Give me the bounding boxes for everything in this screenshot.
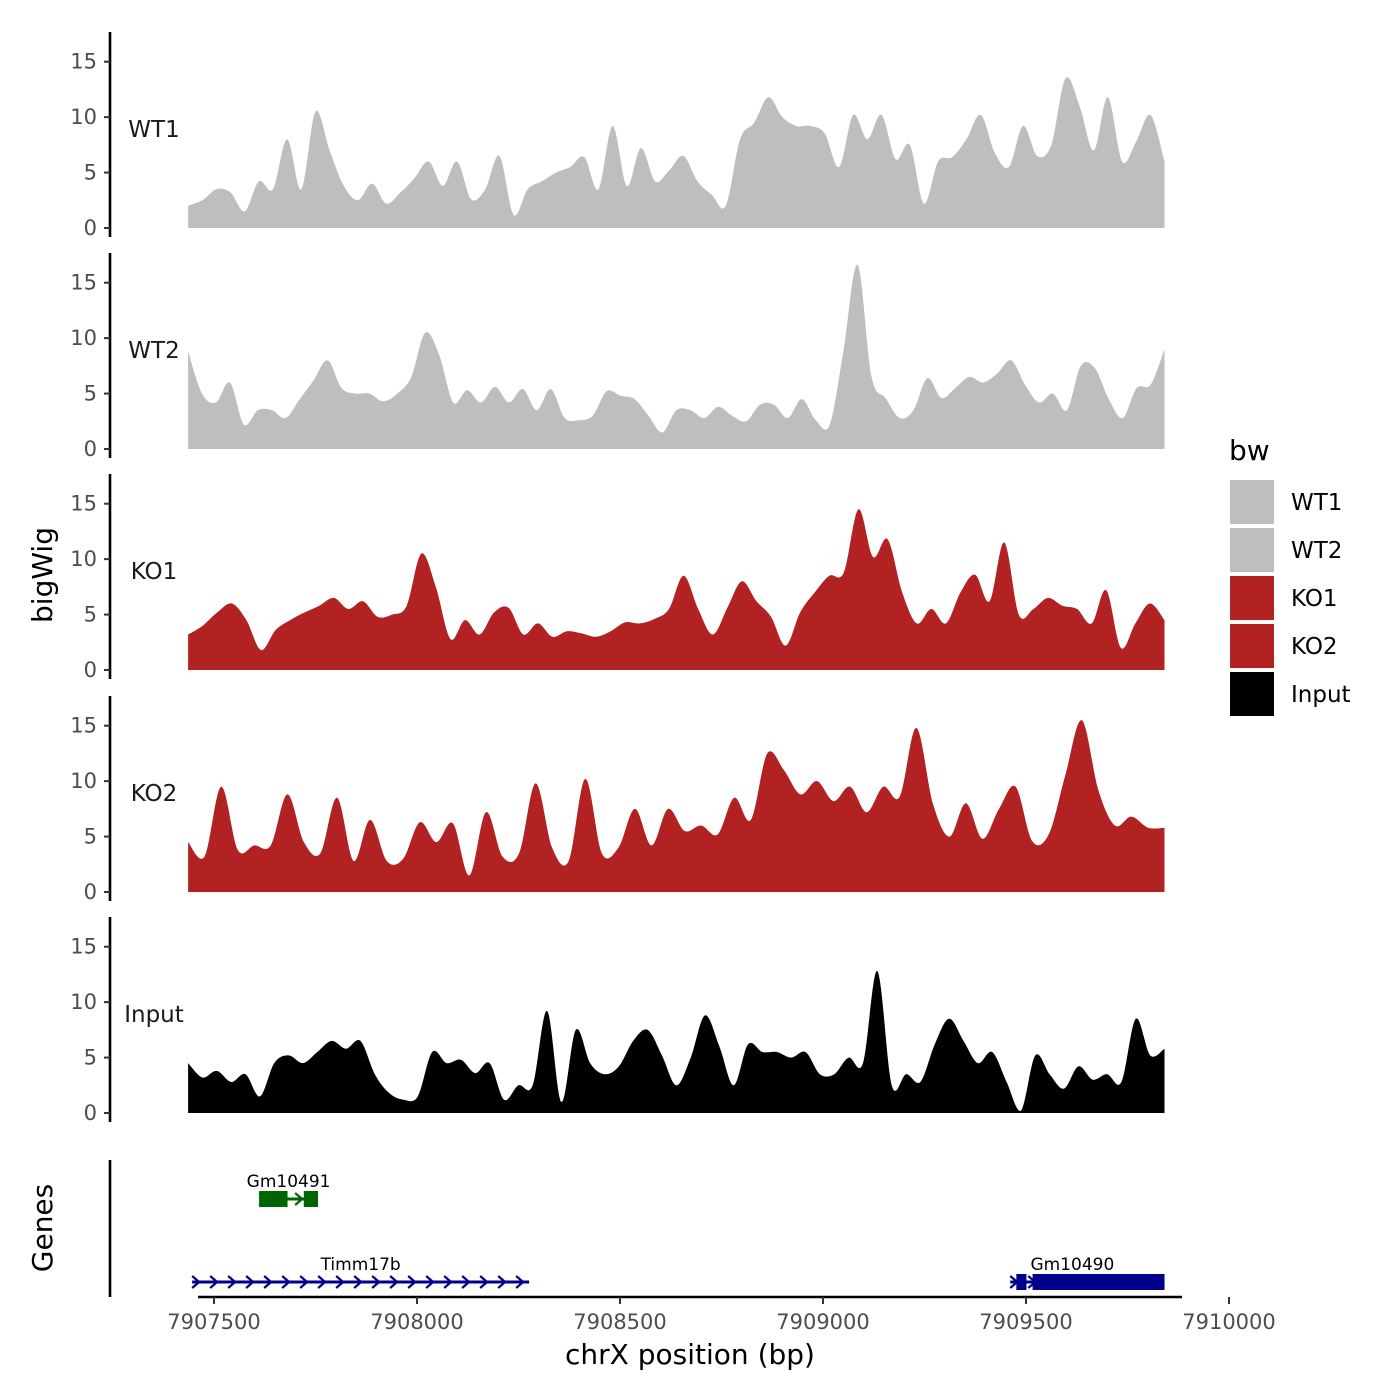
signal-area-wt1 xyxy=(188,77,1165,228)
strand-arrow xyxy=(461,1275,471,1289)
y-tick-label: 0 xyxy=(84,216,97,240)
legend-label: KO1 xyxy=(1291,586,1338,612)
gene-timm17b: Timm17b xyxy=(191,1255,530,1289)
y-tick-label: 15 xyxy=(70,271,97,295)
legend-key-input xyxy=(1230,672,1274,716)
y-tick-label: 15 xyxy=(70,714,97,738)
y-tick-label: 5 xyxy=(84,161,97,185)
strand-arrow xyxy=(479,1275,489,1289)
strand-arrow xyxy=(389,1275,399,1289)
signal-area-input xyxy=(188,970,1165,1113)
strand-arrow xyxy=(294,1192,304,1206)
track-label: WT2 xyxy=(128,338,179,364)
legend-title: bw xyxy=(1229,434,1270,467)
track-label: WT1 xyxy=(128,117,179,143)
y-tick-label: 5 xyxy=(84,382,97,406)
legend-label: KO2 xyxy=(1291,634,1338,660)
x-axis: 7907500 7908000 7908500 7909000 7909500 79100… xyxy=(167,1295,1276,1334)
strand-arrow xyxy=(515,1275,525,1289)
y-tick-label: 0 xyxy=(84,1101,97,1125)
strand-arrow xyxy=(245,1275,255,1289)
y-tick-label: 15 xyxy=(70,492,97,516)
y-axis-title: bigWig xyxy=(26,527,59,623)
x-axis-title: chrX position (bp) xyxy=(565,1338,815,1371)
strand-arrow xyxy=(281,1275,291,1289)
strand-arrow xyxy=(497,1275,507,1289)
strand-arrow xyxy=(425,1275,435,1289)
gene-gm10490: Gm10490 xyxy=(1009,1255,1165,1290)
track-label: KO1 xyxy=(131,559,178,585)
strand-arrow xyxy=(227,1275,237,1289)
gene-label: Gm10491 xyxy=(247,1172,331,1192)
y-tick-label: 0 xyxy=(84,437,97,461)
y-tick-label: 5 xyxy=(84,1046,97,1070)
legend-key-wt1 xyxy=(1230,480,1274,524)
strand-arrow xyxy=(299,1275,309,1289)
signal-area-ko2 xyxy=(188,720,1165,892)
track-input: 0 5 10 15 Input xyxy=(70,917,1165,1125)
y-tick-label: 15 xyxy=(70,935,97,959)
legend-label: WT2 xyxy=(1291,538,1342,564)
strand-arrow xyxy=(209,1275,219,1289)
y-tick-label: 0 xyxy=(84,880,97,904)
y-tick-label: 0 xyxy=(84,658,97,682)
x-tick-label: 7908500 xyxy=(573,1310,667,1334)
y-tick-label: 10 xyxy=(70,326,97,350)
strand-arrow xyxy=(263,1275,273,1289)
y-tick-label: 15 xyxy=(70,50,97,74)
strand-arrow xyxy=(191,1275,201,1289)
y-tick-label: 10 xyxy=(70,105,97,129)
y-tick-label: 5 xyxy=(84,825,97,849)
signal-tracks: 0 5 10 15 WT1 0 5 10 15 WT2 0 5 10 15 KO1 0 5 10 15 KO2 0 5 10… xyxy=(70,32,1165,1125)
gene-exon xyxy=(303,1191,319,1207)
gene-exon xyxy=(259,1191,288,1207)
x-tick-label: 7910000 xyxy=(1182,1310,1276,1334)
x-tick-label: 7907500 xyxy=(167,1310,261,1334)
strand-arrow xyxy=(371,1275,381,1289)
legend-key-wt2 xyxy=(1230,528,1274,572)
genes-track: Gm10491 Timm17b Gm10490 xyxy=(108,1160,1165,1297)
strand-arrow xyxy=(317,1275,327,1289)
gene-label: Timm17b xyxy=(320,1255,401,1275)
track-wt2: 0 5 10 15 WT2 xyxy=(70,253,1165,461)
track-wt1: 0 5 10 15 WT1 xyxy=(70,32,1165,240)
legend-label: Input xyxy=(1291,682,1351,708)
track-label: Input xyxy=(124,1002,184,1028)
strand-arrow xyxy=(407,1275,417,1289)
gene-gm10491: Gm10491 xyxy=(247,1172,331,1207)
gene-label: Gm10490 xyxy=(1030,1255,1114,1275)
y-tick-label: 5 xyxy=(84,603,97,627)
legend-key-ko1 xyxy=(1230,576,1274,620)
track-ko1: 0 5 10 15 KO1 xyxy=(70,474,1165,682)
gene-exon xyxy=(1032,1274,1165,1290)
x-tick-label: 7909000 xyxy=(776,1310,870,1334)
track-label: KO2 xyxy=(131,781,178,807)
gene-exon xyxy=(1016,1274,1027,1290)
strand-arrow xyxy=(443,1275,453,1289)
y-tick-label: 10 xyxy=(70,769,97,793)
y-tick-label: 10 xyxy=(70,990,97,1014)
x-tick-label: 7908000 xyxy=(370,1310,464,1334)
track-ko2: 0 5 10 15 KO2 xyxy=(70,696,1165,904)
legend-label: WT1 xyxy=(1291,490,1342,516)
y-tick-label: 10 xyxy=(70,547,97,571)
signal-area-wt2 xyxy=(188,264,1165,449)
signal-area-ko1 xyxy=(188,509,1165,670)
legend-key-ko2 xyxy=(1230,624,1274,668)
strand-arrow xyxy=(353,1275,363,1289)
genes-track-title: Genes xyxy=(26,1184,59,1272)
x-tick-label: 7909500 xyxy=(979,1310,1073,1334)
legend: bw WT1 WT2 KO1 KO2 Input xyxy=(1229,434,1351,716)
strand-arrow xyxy=(335,1275,345,1289)
